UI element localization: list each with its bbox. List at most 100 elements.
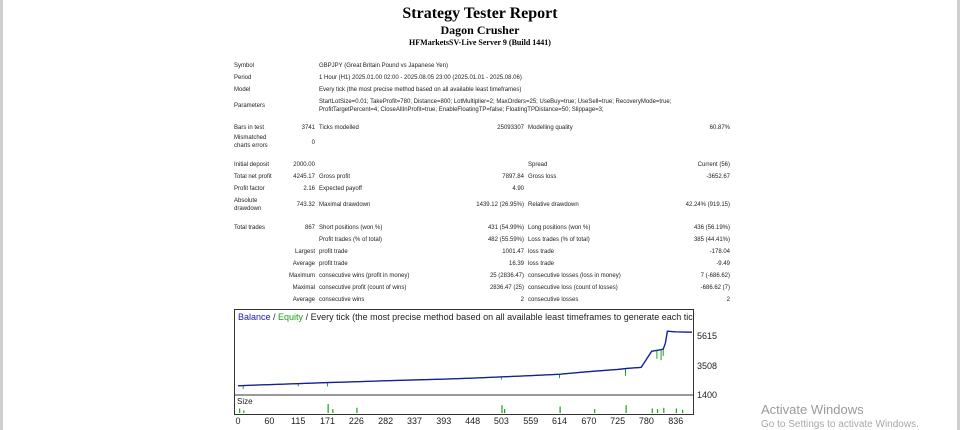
symbol-label: Symbol: [234, 63, 255, 69]
mismatch-value: 0: [311, 140, 315, 146]
average-label: Average: [292, 261, 315, 267]
page-edge-right: [957, 0, 960, 430]
y-tick-label: 1400: [697, 390, 718, 400]
profit-trades-label: Profit trades (% of total): [319, 237, 383, 243]
x-tick-label: 780: [638, 416, 654, 426]
max-cons-wins-label: consecutive wins (profit in money): [319, 273, 410, 279]
loss-trades-label: Loss trades (% of total): [528, 237, 590, 243]
maximal-label: Maximal: [292, 285, 315, 291]
mismatch-label: Mismatched charts errors: [234, 135, 268, 149]
max-cons-losses-value: 7 (-686.62): [700, 273, 730, 279]
absdd-value: 743.32: [296, 202, 315, 208]
x-tick-label: 393: [436, 416, 452, 426]
chart-frame: [234, 309, 694, 415]
title-equity: Equity: [278, 312, 304, 322]
maximum-label: Maximum: [288, 273, 315, 279]
trades-value: 867: [304, 225, 315, 231]
largest-profit-value: 1001.47: [502, 249, 524, 255]
x-tick-label: 448: [465, 416, 481, 426]
largest-label: Largest: [294, 249, 315, 255]
balance-chart: Balance / Equity / Every tick (the most …: [234, 309, 694, 430]
quality-value: 60.87%: [709, 125, 730, 131]
balance-chart-svg: Balance / Equity / Every tick (the most …: [234, 309, 694, 415]
x-tick-label: 282: [378, 416, 394, 426]
volume-bar: [239, 408, 241, 413]
bars-label: Bars in test: [234, 125, 265, 131]
maxl-cons-profit-value: 2836.47 (25): [489, 285, 524, 291]
parameters-value: StartLotSize=0.01; TakeProfit=780; Dista…: [319, 99, 672, 113]
x-tick-label: 60: [264, 416, 275, 426]
x-tick-label: 171: [320, 416, 336, 426]
ticks-value: 25093307: [497, 125, 524, 131]
netprofit-label: Total net profit: [234, 174, 272, 180]
balance-line: [237, 330, 693, 387]
volume-bar: [663, 407, 665, 413]
long-label: Long positions (won %): [528, 225, 591, 231]
x-tick-label: 725: [610, 416, 626, 426]
activate-windows-title: Activate Windows: [761, 402, 864, 417]
title-rest: / Every tick (the most precise method ba…: [303, 312, 694, 322]
max-cons-losses-label: consecutive losses (loss in money): [528, 273, 621, 279]
ticks-label: Ticks modelled: [319, 125, 359, 131]
period-label: Period: [234, 75, 252, 81]
avg-profit-label: profit trade: [319, 261, 348, 267]
report-title: Strategy Tester Report: [402, 5, 558, 22]
volume-bar: [243, 410, 245, 413]
volume-bar: [356, 407, 358, 413]
maxdd-label: Maximal drawdown: [319, 202, 371, 208]
deposit-value: 2000.00: [293, 162, 315, 168]
profitfactor-label: Profit factor: [234, 186, 265, 192]
volume-bar: [594, 409, 596, 413]
avg-cons-wins-label: consecutive wins: [319, 297, 365, 303]
volume-bar: [504, 409, 506, 413]
x-tick-label: 559: [523, 416, 539, 426]
grossprofit-value: 7897.84: [502, 174, 524, 180]
x-tick-label: 503: [493, 416, 509, 426]
size-label: Size: [237, 397, 253, 406]
payoff-value: 4.90: [512, 186, 524, 192]
loss-trades-value: 385 (44.41%): [693, 237, 730, 243]
trades-label: Total trades: [234, 225, 266, 231]
short-label: Short positions (won %): [319, 225, 383, 231]
title-balance: Balance: [238, 312, 271, 322]
y-tick-label: 5615: [697, 331, 718, 341]
maxl-cons-loss-value: -686.62 (7): [700, 285, 730, 291]
volume-bar: [656, 409, 659, 413]
largest-profit-label: profit trade: [319, 249, 348, 255]
x-tick-label: 670: [581, 416, 597, 426]
profitfactor-value: 2.16: [303, 186, 315, 192]
volume-bar: [327, 403, 329, 413]
spread-label: Spread: [528, 162, 548, 168]
avg-cons-losses-value: 2: [726, 297, 730, 303]
bars-value: 3741: [301, 125, 315, 131]
title-sep: /: [271, 312, 279, 322]
expert-name: Dagon Crusher: [440, 23, 520, 37]
volume-bar: [651, 408, 653, 413]
avg-cons-losses-label: consecutive losses: [528, 297, 579, 303]
page-edge-left: [0, 0, 3, 430]
chart-title: Balance / Equity / Every tick (the most …: [238, 312, 694, 322]
netprofit-value: 4245.17: [293, 174, 315, 180]
x-tick-label: 614: [552, 416, 568, 426]
long-value: 436 (56.19%): [693, 225, 730, 231]
quality-label: Modelling quality: [528, 125, 573, 131]
spread-value: Current (56): [697, 162, 730, 168]
avg-profit-value: 16.39: [508, 261, 524, 267]
model-label: Model: [234, 87, 251, 93]
maxl-cons-loss-label: consecutive loss (count of losses): [528, 285, 618, 291]
x-tick-label: 226: [348, 416, 364, 426]
volume-bar: [625, 405, 627, 413]
volume-bar: [559, 406, 561, 413]
y-tick-label: 3508: [697, 361, 718, 371]
reldd-label: Relative drawdown: [528, 202, 579, 208]
server-name: HFMarketsSV-Live Server 9 (Build 1441): [409, 38, 551, 47]
model-value: Every tick (the most precise method base…: [319, 87, 522, 93]
symbol-value: GBPJPY (Great Britain Pound vs Japanese …: [319, 63, 448, 69]
x-tick-label: 0: [235, 416, 241, 426]
maxdd-value: 1439.12 (26.95%): [476, 202, 524, 208]
reldd-value: 42.24% (919.15): [685, 202, 730, 208]
volume-bar: [332, 409, 334, 413]
payoff-label: Expected payoff: [319, 186, 362, 192]
profit-trades-value: 482 (55.59%): [487, 237, 524, 243]
volume-bar: [682, 409, 684, 413]
